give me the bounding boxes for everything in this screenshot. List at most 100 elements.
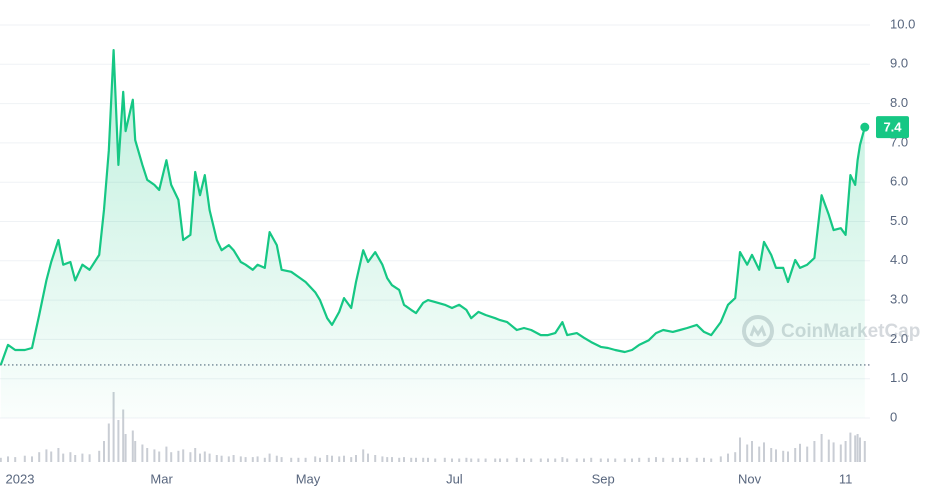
volume-bar [74, 455, 77, 462]
volume-bar [623, 458, 626, 462]
volume-bar [734, 452, 737, 462]
volume-bar [403, 457, 405, 462]
volume-bar [374, 455, 377, 462]
volume-bar [227, 456, 230, 462]
volume-bar [515, 457, 518, 462]
volume-bar [859, 437, 861, 462]
volume-bar [232, 455, 235, 462]
volume-bar [146, 448, 149, 462]
volume-bar [239, 456, 242, 462]
volume-bar [398, 457, 401, 462]
volume-bar [367, 453, 369, 462]
volume-bar [770, 448, 773, 462]
volume-bar [256, 456, 259, 462]
volume-bar [319, 457, 321, 462]
volume-bar [81, 453, 84, 462]
volume-bar [547, 458, 549, 462]
volume-bar [45, 449, 48, 462]
volume-bar [124, 434, 127, 462]
volume-bar [849, 432, 852, 462]
volume-bar [856, 434, 859, 462]
y-tick-label: 4.0 [890, 252, 908, 267]
volume-bar [208, 453, 211, 462]
volume-bar [338, 456, 341, 462]
volume-bar [727, 453, 729, 462]
volume-bar [775, 449, 777, 462]
volume-bar [215, 455, 218, 462]
price-line [0, 49, 866, 366]
volume-bar [386, 457, 389, 462]
volume-bar [153, 449, 156, 462]
volume-bar [655, 457, 657, 462]
plot: 7.4 [0, 49, 909, 418]
volume-bar [751, 441, 753, 462]
volume-bar [122, 409, 125, 462]
volume-bar [57, 448, 60, 462]
volume-bar [813, 441, 816, 462]
volume-bar [758, 446, 761, 462]
y-tick-label: 6.0 [890, 174, 908, 189]
volume-bar [220, 455, 223, 462]
volume-bar [14, 457, 17, 462]
x-tick-label: Nov [738, 471, 762, 486]
volume-bar [280, 457, 283, 462]
volume-bar [427, 457, 429, 462]
volume-bar [326, 455, 329, 462]
volume-bar [523, 458, 525, 462]
volume-bar [31, 456, 33, 462]
volume-bar [38, 452, 41, 462]
volume-bar [794, 448, 797, 462]
volume-bar [244, 457, 247, 462]
y-tick-label: 9.0 [890, 56, 908, 71]
volume-bar [631, 458, 633, 462]
volume-bar [799, 443, 801, 462]
y-tick-label: 8.0 [890, 95, 908, 110]
volume-bar [165, 446, 168, 462]
volume-bar [839, 444, 842, 462]
volume-bar [275, 455, 278, 462]
volume-bar [189, 452, 192, 462]
volume-bar [614, 458, 617, 462]
volume-bar [599, 458, 602, 462]
volume-bar [561, 457, 564, 462]
volume-bar [458, 458, 461, 462]
y-tick-label: 0 [890, 409, 897, 424]
volume-bar [583, 458, 585, 462]
volume-bar [746, 444, 749, 462]
volume-bar [103, 441, 105, 462]
volume-bar [350, 457, 353, 462]
volume-bar [695, 457, 698, 462]
volume-bar [739, 437, 741, 462]
volume-bar [465, 457, 468, 462]
volume-bar [854, 435, 857, 462]
volume-bar [410, 457, 413, 462]
volume-bar [170, 452, 173, 462]
volume-bar [182, 449, 185, 462]
volume-bar [647, 457, 650, 462]
volume-bar [832, 442, 835, 462]
volume-bar [131, 430, 134, 462]
volume-bar [314, 456, 317, 462]
x-tick-label: Jul [446, 471, 463, 486]
volume-bar [194, 448, 197, 462]
volume-bar [415, 457, 417, 462]
volume-bar [141, 444, 144, 462]
volume-bar [607, 458, 609, 462]
volume-bar [50, 451, 53, 462]
price-area [0, 50, 865, 418]
volume-bar [158, 451, 161, 462]
volume-bar [304, 457, 307, 462]
y-tick-label: 1.0 [890, 370, 908, 385]
volume-bar [590, 457, 593, 462]
volume-bar [381, 456, 384, 462]
volume-bar [484, 458, 487, 462]
volume-bar [671, 457, 674, 462]
volume-bar [575, 458, 578, 462]
volume-bar [679, 457, 681, 462]
volume-bar [566, 458, 569, 462]
volume-bar [470, 458, 473, 462]
volume-bar [391, 457, 393, 462]
volume-bar [107, 423, 110, 462]
